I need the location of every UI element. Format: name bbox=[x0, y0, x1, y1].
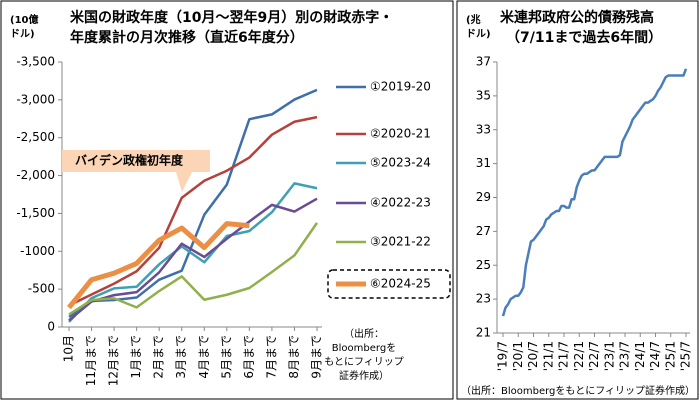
right-panel-frame bbox=[456, 0, 699, 400]
series-line bbox=[68, 182, 318, 323]
chart-title: 年度累計の月次推移（直近6年度分） bbox=[70, 29, 304, 46]
series-line bbox=[67, 221, 250, 310]
legend-label: ①2019-20 bbox=[370, 80, 431, 94]
y-tick-label: -1,500 bbox=[16, 206, 55, 220]
chart-title: 米国の財政年度（10月～翌年9月）別の財政赤字・ bbox=[70, 9, 393, 26]
left-panel-frame bbox=[0, 0, 454, 400]
y-tick-label: 33 bbox=[476, 122, 491, 136]
y-tick-label: 23 bbox=[476, 292, 491, 306]
x-tick-label: '22/7 bbox=[587, 341, 601, 371]
x-tick-label: '19/7 bbox=[496, 341, 510, 371]
x-tick-label: 8月まで bbox=[287, 335, 301, 379]
x-tick-label: 11月まで bbox=[84, 335, 98, 386]
y-tick-label: 35 bbox=[476, 88, 491, 102]
source-note: もとにフィリップ bbox=[324, 356, 404, 368]
y-tick-label: 31 bbox=[476, 156, 491, 170]
legend-label: ⑥2024-25 bbox=[370, 277, 431, 291]
series-line bbox=[501, 68, 688, 317]
y-tick-label: 27 bbox=[476, 224, 491, 238]
x-tick-label: '23/1 bbox=[602, 341, 616, 371]
x-tick-label: 2月まで bbox=[152, 335, 166, 379]
chart-title: （7/11まで過去6年間） bbox=[506, 29, 662, 46]
y-axis-label: (10億 bbox=[10, 13, 39, 26]
y-axis-label: ドル) bbox=[466, 28, 491, 40]
source-note: （出所： bbox=[344, 327, 384, 340]
legend-label: ④2022-23 bbox=[370, 196, 431, 210]
x-tick-label: 10月 bbox=[62, 335, 76, 362]
x-tick-label: '20/1 bbox=[511, 341, 525, 371]
y-axis-label: (兆 bbox=[466, 13, 481, 26]
x-tick-label: '25/1 bbox=[663, 341, 677, 371]
y-tick-label: -1000 bbox=[20, 244, 55, 258]
x-tick-label: '24/7 bbox=[648, 341, 662, 371]
x-tick-label: 12月まで bbox=[107, 335, 121, 386]
x-tick-label: 3月まで bbox=[174, 335, 188, 379]
x-tick-label: 9月まで bbox=[310, 335, 324, 379]
y-tick-label: -2,500 bbox=[16, 130, 55, 144]
y-tick-label: 29 bbox=[476, 190, 491, 204]
y-tick-label: -500 bbox=[28, 282, 55, 296]
legend-label: ⑤2023-24 bbox=[370, 156, 431, 170]
y-tick-label: -3,000 bbox=[16, 92, 55, 106]
x-tick-label: 5月まで bbox=[219, 335, 233, 379]
series-line bbox=[68, 88, 318, 318]
legend-label: ③2021-22 bbox=[370, 235, 431, 249]
y-axis-label: ドル) bbox=[10, 28, 35, 40]
x-tick-label: '24/1 bbox=[633, 341, 647, 371]
source-note: （出所：Bloombergをもとにフィリップ証券作成） bbox=[461, 384, 695, 397]
x-tick-label: '23/7 bbox=[618, 341, 632, 371]
y-tick-label: 0 bbox=[47, 320, 55, 334]
x-tick-label: 6月まで bbox=[242, 335, 256, 379]
x-tick-label: 7月まで bbox=[264, 335, 278, 379]
source-note: 証券作成） bbox=[339, 369, 389, 382]
legend-highlight-box bbox=[327, 269, 451, 299]
y-tick-label: 25 bbox=[476, 258, 491, 272]
source-note: Bloombergを bbox=[332, 342, 396, 354]
legend-label: ②2020-21 bbox=[370, 127, 431, 141]
x-tick-label: '25/7 bbox=[679, 341, 693, 371]
x-tick-label: 1月まで bbox=[129, 335, 143, 379]
x-tick-label: '22/1 bbox=[572, 341, 586, 371]
annotation: バイデン政権初年度 bbox=[75, 153, 184, 168]
series-line bbox=[68, 197, 318, 322]
x-tick-label: '21/1 bbox=[541, 341, 555, 371]
y-tick-label: 37 bbox=[476, 55, 491, 69]
x-tick-label: 4月まで bbox=[197, 335, 211, 379]
series-line bbox=[68, 115, 318, 307]
y-tick-label: -2,000 bbox=[16, 168, 55, 182]
x-tick-label: '20/7 bbox=[526, 341, 540, 371]
x-tick-label: '21/7 bbox=[557, 341, 571, 371]
y-tick-label: 21 bbox=[476, 326, 491, 340]
series-line bbox=[68, 222, 319, 316]
chart-title: 米連邦政府公的債務残高 bbox=[500, 9, 654, 26]
annotation-box bbox=[62, 150, 210, 192]
y-tick-label: -3,500 bbox=[16, 55, 55, 69]
